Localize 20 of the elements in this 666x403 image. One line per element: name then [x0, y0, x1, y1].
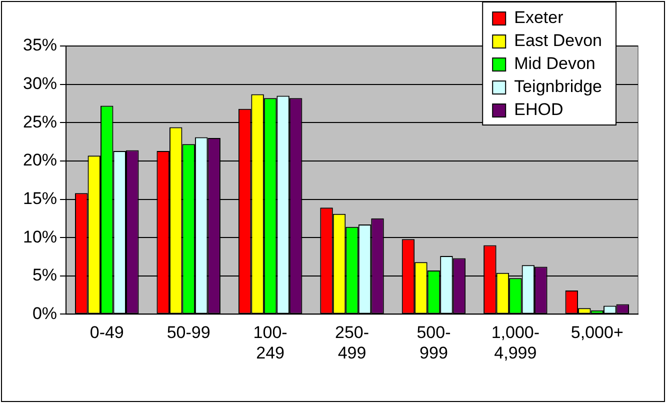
- legend-label: East Devon: [514, 31, 602, 50]
- x-tick-label: 5,000+: [570, 323, 624, 342]
- x-tick-label: 1,000-4,999: [491, 323, 540, 362]
- x-tick-label: 100-249: [253, 323, 288, 362]
- y-tick-label: 30%: [22, 74, 58, 93]
- legend-label: Exeter: [514, 8, 564, 28]
- y-tick-label: 20%: [22, 150, 58, 170]
- y-tick-label: 25%: [22, 112, 58, 132]
- y-tick-label: 0%: [32, 304, 58, 323]
- x-tick-label: 500-999: [416, 323, 451, 362]
- y-tick-label: 35%: [22, 36, 58, 55]
- legend-label: Mid Devon: [514, 54, 596, 74]
- y-tick-label: 5%: [32, 266, 58, 285]
- x-tick-label: 250-499: [334, 323, 370, 362]
- y-tick-label: 15%: [22, 188, 58, 208]
- x-tick-label: 0-49: [90, 323, 124, 342]
- legend-label: EHOD: [514, 100, 564, 120]
- x-tick-label: 50-99: [166, 323, 210, 342]
- legend-label: Teignbridge: [514, 77, 602, 96]
- y-tick-label: 10%: [22, 227, 58, 246]
